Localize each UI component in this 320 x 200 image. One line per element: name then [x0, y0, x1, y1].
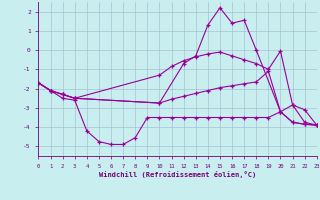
X-axis label: Windchill (Refroidissement éolien,°C): Windchill (Refroidissement éolien,°C)	[99, 171, 256, 178]
